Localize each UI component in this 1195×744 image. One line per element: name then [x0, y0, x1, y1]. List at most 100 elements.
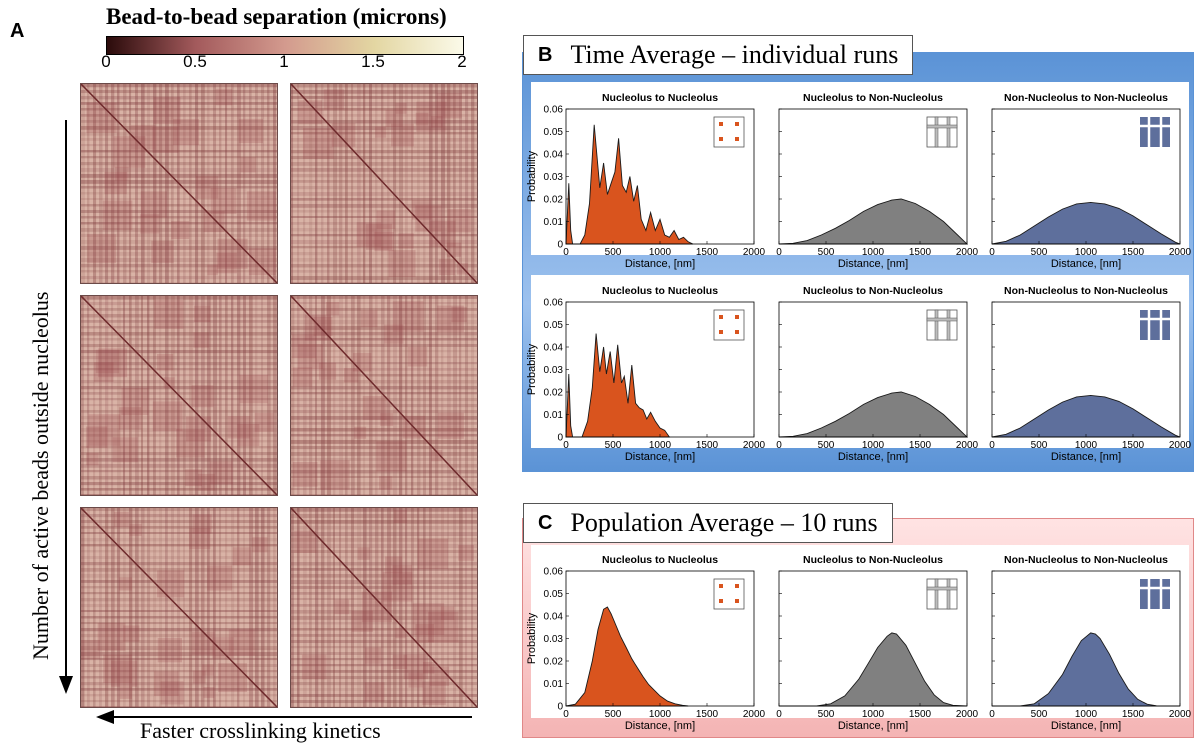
- x-tick-label: 500: [818, 247, 835, 258]
- plot-area: 0 500 1000 1500 2000 0 0.01 0.02 0.03 0.04 0.05 0.0…: [526, 298, 766, 464]
- x-tick-label: 1500: [909, 247, 932, 258]
- heatmap-row1-col1: [80, 83, 278, 284]
- distance-plot: Non-Nucleolus to Non-Nucleolus 0 500 1000 15…: [952, 554, 1192, 736]
- plot-title: Non-Nucleolus to Non-Nucleolus: [1004, 285, 1168, 297]
- y-tick-label: 0.01: [544, 679, 564, 690]
- grid-outline-icon: [926, 116, 958, 148]
- plot-title: Nucleolus to Nucleolus: [601, 285, 719, 297]
- distribution-area: [565, 124, 694, 245]
- x-tick-label: 1000: [862, 247, 885, 258]
- distance-plot: Nucleolus to Non-Nucleolus 0 500 1000 1500 20…: [739, 554, 978, 736]
- heatmap-row3-col2: [290, 507, 478, 708]
- x-axis-arrow: [96, 710, 472, 724]
- y-tick-label: 0.06: [544, 567, 564, 578]
- x-tick-label: 0: [776, 247, 782, 258]
- heatmap-row2-col1: [80, 295, 278, 496]
- x-tick-label: 2000: [1169, 440, 1192, 451]
- x-axis-title: Distance, [nm]: [1051, 451, 1121, 463]
- plot-title: Nucleolus to Non-Nucleolus: [802, 285, 944, 297]
- x-tick-label: 500: [605, 247, 622, 258]
- y-tick-label: 0.01: [544, 410, 564, 421]
- distribution-area: [992, 632, 1181, 707]
- grid-filled-icon: [1140, 310, 1170, 340]
- x-axis-title: Distance, [nm]: [838, 720, 908, 732]
- x-tick-label: 0: [563, 247, 569, 258]
- distance-plot: Nucleolus to Nucleolus 0 500 1000 1500 2000 0 0…: [526, 92, 766, 274]
- y-tick-label: 0.03: [544, 365, 564, 376]
- heatmap-row1-col2: [290, 83, 478, 284]
- x-tick-label: 0: [563, 440, 569, 451]
- x-tick-label: 1500: [696, 247, 719, 258]
- panel-b-letter: B: [538, 43, 553, 66]
- x-tick-label: 1500: [909, 709, 932, 720]
- y-axis-title: Probability: [526, 612, 538, 664]
- x-tick-label: 1500: [1122, 440, 1145, 451]
- x-tick-label: 2000: [956, 440, 979, 451]
- y-tick-label: 0.02: [544, 388, 564, 399]
- y-tick-label: 0: [557, 433, 563, 444]
- x-tick-label: 500: [605, 709, 622, 720]
- plot-area: 0 500 1000 1500 2000 Distance, [nm]: [989, 570, 1192, 732]
- distance-plot: Non-Nucleolus to Non-Nucleolus 0 500 1000 15…: [952, 285, 1191, 467]
- y-tick-label: 0.06: [544, 105, 564, 116]
- colorbar-tick-label: 1.5: [361, 52, 385, 71]
- colorbar-title: Bead-to-bead separation (microns): [106, 4, 447, 29]
- x-tick-label: 2000: [743, 247, 766, 258]
- plot-title: Nucleolus to Non-Nucleolus: [802, 554, 944, 566]
- colorbar-tick-label: 0: [101, 52, 111, 71]
- plot-title: Nucleolus to Non-Nucleolus: [802, 92, 944, 104]
- x-axis-title: Distance, [nm]: [625, 720, 695, 732]
- x-tick-label: 2000: [956, 709, 979, 720]
- x-tick-label: 2000: [1169, 247, 1192, 258]
- heatmap-row2-col2: [290, 295, 478, 496]
- x-tick-label: 1000: [1075, 440, 1098, 451]
- x-axis-label: Faster crosslinking kinetics: [140, 718, 381, 743]
- distribution-area: [565, 606, 689, 707]
- x-tick-label: 2000: [743, 440, 766, 451]
- plot-title: Nucleolus to Nucleolus: [601, 92, 719, 104]
- dots-icon: [713, 116, 745, 148]
- panel-b-title: Time Average – individual runs: [570, 40, 899, 69]
- distance-plot: Nucleolus to Nucleolus 0 500 1000 1500 2000 0 0…: [526, 554, 766, 736]
- x-tick-label: 0: [989, 247, 995, 258]
- x-axis-title: Distance, [nm]: [625, 258, 695, 270]
- x-axis-title: Distance, [nm]: [1051, 258, 1121, 270]
- grid-outline-icon: [926, 309, 958, 341]
- x-tick-label: 0: [989, 709, 995, 720]
- y-axis-label: Number of active beads outside nucleolus: [28, 291, 53, 660]
- y-tick-label: 0.02: [544, 657, 564, 668]
- distance-plot: Non-Nucleolus to Non-Nucleolus 0 500 1000 15…: [952, 92, 1192, 274]
- x-tick-label: 1000: [1075, 709, 1098, 720]
- colorbar-tick-label: 0.5: [183, 52, 207, 71]
- x-tick-label: 1000: [649, 440, 672, 451]
- panel-a-letter: A: [10, 20, 25, 42]
- x-tick-label: 1000: [649, 247, 672, 258]
- x-tick-label: 0: [563, 709, 569, 720]
- colorbar-tick-label: 1: [279, 52, 289, 71]
- y-axis-title: Probability: [526, 343, 538, 395]
- distribution-area: [991, 201, 1181, 245]
- x-axis-title: Distance, [nm]: [625, 451, 695, 463]
- y-tick-label: 0.04: [544, 343, 564, 354]
- plot-area: 0 500 1000 1500 2000 Distance, [nm]: [776, 108, 979, 270]
- x-tick-label: 1000: [1075, 247, 1098, 258]
- panel-c-letter: C: [538, 511, 553, 534]
- y-tick-label: 0.05: [544, 127, 564, 138]
- x-tick-label: 1500: [909, 440, 932, 451]
- distance-plot: Nucleolus to Non-Nucleolus 0 500 1000 1500 20…: [739, 285, 978, 467]
- y-tick-label: 0: [557, 240, 563, 251]
- y-tick-label: 0.03: [544, 634, 564, 645]
- y-tick-label: 0.05: [544, 320, 564, 331]
- distribution-area: [991, 394, 1181, 438]
- colorbar-tick-label: 2: [457, 52, 467, 71]
- plot-title: Non-Nucleolus to Non-Nucleolus: [1004, 554, 1168, 566]
- grid-filled-icon: [1140, 117, 1170, 147]
- x-tick-label: 500: [818, 709, 835, 720]
- y-tick-label: 0.04: [544, 150, 564, 161]
- grid-filled-icon: [1140, 579, 1170, 609]
- x-tick-label: 2000: [743, 709, 766, 720]
- x-tick-label: 500: [1031, 247, 1048, 258]
- colorbar-ticks: 0 0.5 1 1.5 2: [101, 52, 467, 72]
- plot-area: 0 500 1000 1500 2000 Distance, [nm]: [989, 108, 1192, 270]
- y-tick-label: 0.03: [544, 172, 564, 183]
